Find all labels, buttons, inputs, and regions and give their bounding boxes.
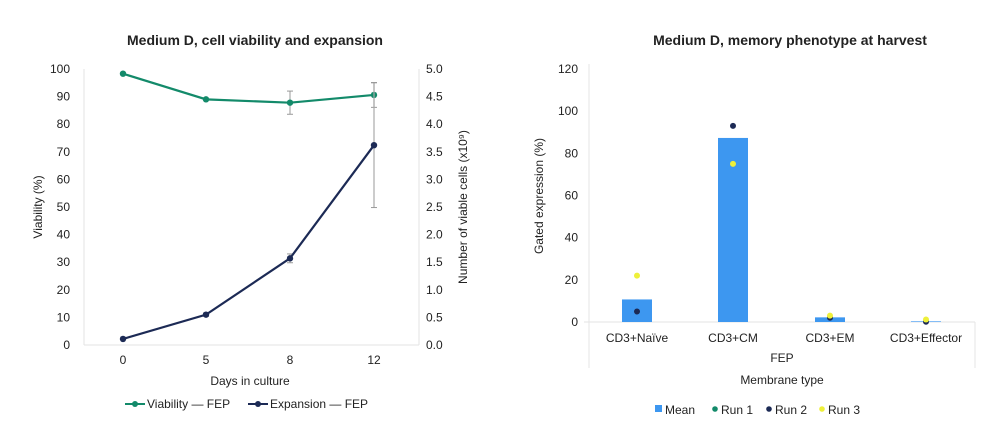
legend-label-1: Run 1 bbox=[721, 403, 753, 417]
legend-label-2: Run 2 bbox=[775, 403, 807, 417]
y2-tick-label: 0.0 bbox=[426, 338, 443, 352]
y2-tick-label: 1.0 bbox=[426, 283, 443, 297]
series-line-0 bbox=[122, 72, 375, 104]
x-tick-label: 8 bbox=[287, 353, 294, 367]
y-tick-label: 30 bbox=[57, 255, 71, 269]
legend-label-1: Expansion — FEP bbox=[270, 397, 368, 411]
right-group-label: FEP bbox=[770, 351, 793, 365]
left-x-axis-label: Days in culture bbox=[210, 374, 290, 388]
y2-tick-label: 3.0 bbox=[426, 172, 443, 186]
x-tick-label: CD3+EM bbox=[805, 331, 854, 345]
y2-tick-label: 5.0 bbox=[426, 62, 443, 76]
data-point bbox=[119, 335, 127, 343]
x-tick-label: 5 bbox=[203, 353, 210, 367]
y-tick-label: 90 bbox=[57, 90, 71, 104]
point-run-3 bbox=[827, 312, 833, 319]
y-tick-label: 100 bbox=[558, 104, 578, 118]
bar-CD3+CM bbox=[718, 137, 748, 322]
legend-marker-1 bbox=[255, 401, 261, 407]
data-point bbox=[119, 70, 127, 77]
legend-marker-1 bbox=[712, 406, 718, 412]
legend-label-0: Viability — FEP bbox=[147, 397, 230, 411]
legend-marker-3 bbox=[819, 406, 825, 412]
y-tick-label: 80 bbox=[565, 146, 579, 160]
left-y2-axis-label: Number of viable cells (x10⁹) bbox=[456, 130, 470, 284]
data-point bbox=[202, 311, 210, 318]
data-point bbox=[370, 141, 378, 149]
legend-marker-0 bbox=[655, 405, 662, 412]
y-tick-label: 50 bbox=[57, 200, 71, 214]
right-y-axis-label: Gated expression (%) bbox=[532, 138, 546, 254]
point-run-3 bbox=[634, 272, 640, 279]
left-chart-title: Medium D, cell viability and expansion bbox=[127, 32, 383, 48]
y2-tick-label: 4.5 bbox=[426, 90, 443, 104]
y2-tick-label: 4.0 bbox=[426, 117, 443, 131]
y-tick-label: 40 bbox=[57, 228, 71, 242]
data-point bbox=[286, 255, 294, 262]
legend-label-0: Mean bbox=[665, 403, 695, 417]
point-run-2 bbox=[730, 122, 736, 129]
y-tick-label: 10 bbox=[57, 310, 71, 324]
point-run-3 bbox=[923, 316, 929, 323]
x-tick-label: CD3+Naïve bbox=[606, 331, 669, 345]
y2-tick-label: 2.5 bbox=[426, 200, 443, 214]
point-run-3 bbox=[730, 160, 736, 167]
x-tick-label: 0 bbox=[120, 353, 127, 367]
y-tick-label: 60 bbox=[565, 189, 579, 203]
y-tick-label: 40 bbox=[565, 231, 579, 245]
right-x-axis-label: Membrane type bbox=[740, 373, 824, 387]
data-point bbox=[286, 99, 294, 106]
data-point bbox=[202, 96, 210, 103]
y-tick-label: 20 bbox=[57, 283, 71, 297]
series-line-1 bbox=[122, 144, 375, 340]
y2-tick-label: 3.5 bbox=[426, 145, 443, 159]
legend-marker-0 bbox=[132, 401, 138, 407]
point-run-2 bbox=[634, 308, 640, 315]
y-tick-label: 0 bbox=[571, 315, 578, 329]
y-tick-label: 0 bbox=[63, 338, 70, 352]
legend-label-3: Run 3 bbox=[828, 403, 860, 417]
y2-tick-label: 2.0 bbox=[426, 228, 443, 242]
right-chart-title: Medium D, memory phenotype at harvest bbox=[653, 32, 927, 48]
x-tick-label: CD3+Effector bbox=[890, 331, 962, 345]
y-tick-label: 70 bbox=[57, 145, 71, 159]
y-tick-label: 60 bbox=[57, 172, 71, 186]
legend-marker-2 bbox=[766, 406, 772, 412]
y2-tick-label: 0.5 bbox=[426, 310, 443, 324]
y2-tick-label: 1.5 bbox=[426, 255, 443, 269]
y-tick-label: 100 bbox=[50, 62, 70, 76]
y-tick-label: 80 bbox=[57, 117, 71, 131]
x-tick-label: 12 bbox=[367, 353, 381, 367]
y-tick-label: 120 bbox=[558, 62, 578, 76]
x-tick-label: CD3+CM bbox=[708, 331, 758, 345]
left-y-axis-label: Viability (%) bbox=[31, 175, 45, 238]
y-tick-label: 20 bbox=[565, 273, 579, 287]
